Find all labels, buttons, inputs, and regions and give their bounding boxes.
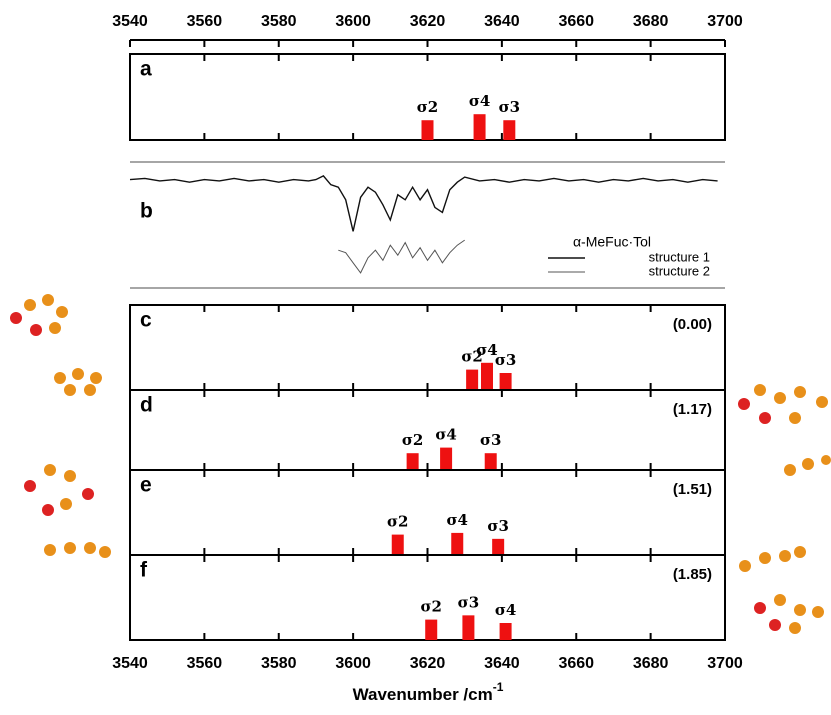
panel-letter: b	[140, 200, 153, 223]
panel-frame	[129, 469, 726, 556]
x-tick-label-top: 3680	[633, 13, 669, 30]
panel-letter: c	[140, 309, 152, 332]
bar-label: σ2	[461, 348, 483, 366]
x-tick-label-bottom: 3640	[484, 655, 520, 672]
panel-frame	[129, 304, 726, 391]
panel-letter: e	[140, 474, 152, 497]
molecule-right-top	[738, 384, 831, 476]
bar-label: σ4	[469, 92, 491, 110]
molecule-left-top	[10, 294, 102, 396]
x-tick-label-bottom: 3620	[410, 655, 446, 672]
panel-letter: f	[140, 559, 148, 582]
x-axis-label-text: Wavenumber /cm	[353, 685, 493, 704]
bar	[503, 120, 516, 140]
x-tick-label-bottom: 3600	[335, 655, 371, 672]
bar	[484, 453, 497, 470]
bar	[421, 120, 434, 140]
molecule-right-bottom	[739, 546, 824, 634]
x-tick-label-top: 3620	[410, 13, 446, 30]
x-tick-label-bottom: 3560	[187, 655, 223, 672]
bar	[451, 532, 464, 555]
x-tick-label-bottom: 3680	[633, 655, 669, 672]
bar-label: σ4	[435, 426, 457, 444]
bar-label: σ4	[447, 511, 469, 529]
bar	[391, 534, 404, 555]
bar-label: σ2	[417, 98, 439, 116]
x-tick-label-bottom: 3580	[261, 655, 297, 672]
spectrum-line	[129, 175, 718, 232]
x-tick-label-bottom: 3660	[558, 655, 594, 672]
x-tick-label-top: 3660	[558, 13, 594, 30]
bar-label: σ3	[495, 351, 517, 369]
bar	[406, 453, 419, 470]
bar-label: σ4	[495, 601, 517, 619]
bar	[499, 373, 512, 390]
bar	[473, 114, 486, 140]
bar-label: σ2	[402, 431, 424, 449]
x-tick-label-top: 3700	[707, 13, 743, 30]
panel-letter: d	[140, 394, 153, 417]
bar	[492, 538, 505, 555]
bar	[466, 369, 479, 390]
panel-annotation: (1.51)	[673, 481, 712, 498]
panel-frame	[129, 389, 726, 471]
molecule-left-bottom	[24, 464, 111, 558]
bar-label: σ4	[476, 341, 498, 359]
x-tick-label-top: 3580	[261, 13, 297, 30]
bar	[440, 447, 453, 470]
bar-label: σ2	[420, 598, 442, 616]
x-tick-label-bottom: 3540	[112, 655, 148, 672]
panel-letter: a	[140, 58, 152, 81]
bar	[481, 362, 493, 390]
legend-label: structure 1	[649, 249, 710, 264]
bar	[425, 619, 438, 640]
bar-label: σ2	[387, 513, 409, 531]
x-axis-label-superscript: -1	[493, 680, 504, 694]
panel-annotation: (1.17)	[673, 401, 712, 418]
bar-label: σ3	[499, 98, 521, 116]
x-tick-label-top: 3560	[187, 13, 223, 30]
bar-label: σ3	[487, 517, 509, 535]
bar-label: σ3	[458, 593, 480, 611]
panel-annotation: (1.85)	[673, 566, 712, 583]
legend-title: α-MeFuc·Tol	[573, 234, 651, 250]
x-tick-label-top: 3640	[484, 13, 520, 30]
bar	[499, 623, 512, 640]
x-tick-label-top: 3600	[335, 13, 371, 30]
x-tick-label-bottom: 3700	[707, 655, 743, 672]
panel-annotation: (0.00)	[673, 316, 712, 333]
bar-label: σ3	[480, 431, 502, 449]
x-tick-label-top: 3540	[112, 13, 148, 30]
spectrum-line	[338, 239, 465, 274]
x-axis-label: Wavenumber /cm-1	[353, 680, 504, 704]
bar	[462, 615, 475, 640]
legend-label: structure 2	[649, 263, 710, 278]
